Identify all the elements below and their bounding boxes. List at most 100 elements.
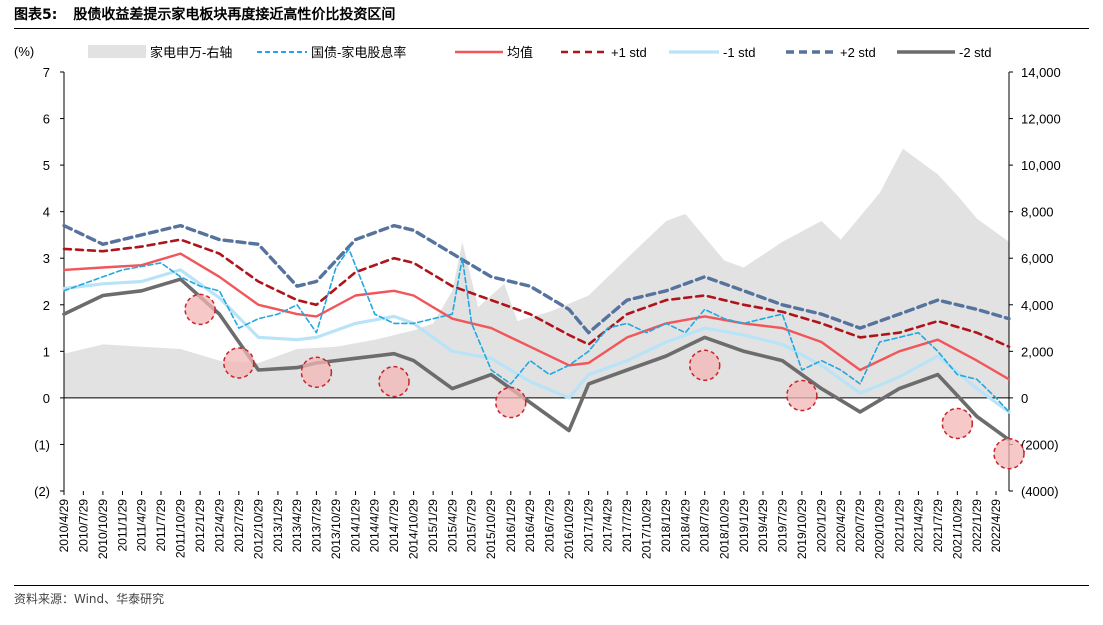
x-tick-label: 2022/4/29 — [989, 499, 1003, 553]
x-tick-label: 2013/4/29 — [290, 499, 304, 553]
x-tick-label: 2021/1/29 — [892, 499, 906, 553]
figure-title: 股债收益差提示家电板块再度接近高性价比投资区间 — [73, 7, 396, 23]
x-tick-label: 2016/7/29 — [542, 499, 556, 553]
left-tick-label: (1) — [34, 437, 50, 452]
right-tick-label: (2000) — [1021, 437, 1059, 452]
x-tick-label: 2020/10/29 — [873, 499, 887, 559]
left-tick-label: 2 — [43, 298, 50, 313]
left-tick-label: (2) — [34, 484, 50, 499]
circles-layer — [184, 293, 1025, 470]
x-tick-label: 2014/4/29 — [368, 499, 382, 553]
x-tick-label: 2011/7/29 — [154, 499, 168, 552]
legend-label: 均值 — [507, 45, 533, 60]
x-tick-label: 2015/7/29 — [465, 499, 479, 553]
x-tick-label: 2014/7/29 — [387, 499, 401, 553]
x-tick-label: 2015/10/29 — [484, 499, 498, 559]
x-tick-label: 2017/1/29 — [582, 499, 596, 553]
left-axis-title: (%) — [14, 44, 34, 59]
left-tick-label: 5 — [43, 158, 50, 173]
x-tick-label: 2017/10/29 — [640, 499, 654, 559]
series-line — [62, 252, 1011, 381]
x-tick-label: 2014/1/29 — [349, 499, 363, 553]
x-tick-label: 2021/7/29 — [931, 499, 945, 553]
x-tick-label: 2013/10/29 — [329, 499, 343, 559]
left-tick-label: 1 — [43, 344, 50, 359]
x-tick-label: 2016/1/29 — [504, 499, 518, 553]
top-rule — [14, 28, 1089, 29]
highlight-circle — [786, 379, 818, 412]
x-tick-label: 2013/7/29 — [309, 499, 323, 553]
right-tick-label: 8,000 — [1021, 205, 1054, 220]
left-tick-label: 4 — [43, 205, 50, 220]
x-tick-label: 2011/1/29 — [115, 499, 129, 552]
series-line — [62, 238, 1011, 348]
area-layer — [64, 148, 1009, 398]
x-tick-label: 2016/10/29 — [562, 499, 576, 559]
chart-title: 图表5: 股债收益差提示家电板块再度接近高性价比投资区间 — [14, 4, 395, 24]
legend-label: -1 std — [723, 45, 756, 60]
x-tick-label: 2019/10/29 — [795, 499, 809, 559]
highlight-circle — [300, 356, 333, 389]
right-tick-label: 6,000 — [1021, 251, 1054, 266]
x-tick-label: 2021/10/29 — [950, 499, 964, 559]
legend-label: 家电申万-右轴 — [150, 45, 232, 60]
x-tick-label: 2020/7/29 — [853, 499, 867, 553]
right-tick-label: 12,000 — [1021, 112, 1061, 127]
x-tick-label: 2012/1/29 — [193, 499, 207, 553]
right-tick-label: 14,000 — [1021, 65, 1061, 80]
legend-label: -2 std — [959, 45, 992, 60]
x-tick-label: 2017/4/29 — [601, 499, 615, 553]
legend-swatch — [88, 45, 146, 58]
series-line — [63, 248, 1010, 413]
highlight-circle — [495, 386, 527, 419]
x-tick-label: 2019/7/29 — [775, 499, 789, 553]
x-tick-label: 2012/4/29 — [212, 499, 226, 553]
legend-label: 国债-家电股息率 — [311, 45, 406, 60]
x-tick-label: 2020/1/29 — [814, 499, 828, 553]
right-tick-label: (4000) — [1021, 484, 1059, 499]
left-tick-label: 6 — [43, 112, 50, 127]
series-line — [62, 268, 1011, 414]
x-tick-label: 2019/4/29 — [756, 499, 770, 553]
x-tick-label: 2018/10/29 — [717, 499, 731, 559]
x-tick-label: 2010/4/29 — [57, 499, 71, 553]
right-tick-label: 10,000 — [1021, 158, 1061, 173]
left-tick-label: 0 — [43, 391, 50, 406]
highlight-circle — [223, 347, 255, 379]
right-tick-label: 4,000 — [1021, 298, 1054, 313]
lines-layer — [62, 223, 1011, 442]
highlight-circle — [378, 365, 410, 398]
right-tick-label: 2,000 — [1021, 344, 1054, 359]
x-tick-label: 2018/7/29 — [698, 499, 712, 553]
highlight-circle — [688, 349, 721, 382]
right-tick-label: 0 — [1021, 391, 1028, 406]
bottom-rule — [14, 585, 1089, 586]
x-tick-label: 2022/1/29 — [970, 499, 984, 553]
highlight-circle — [184, 293, 216, 326]
x-tick-label: 2019/1/29 — [737, 499, 751, 553]
left-tick-label: 3 — [43, 251, 50, 266]
x-tick-label: 2015/1/29 — [426, 499, 440, 553]
x-tick-label: 2018/4/29 — [678, 499, 692, 553]
x-tick-label: 2018/1/29 — [659, 499, 673, 553]
left-tick-label: 7 — [43, 65, 50, 80]
figure-label: 图表5: — [14, 7, 58, 23]
x-tick-label: 2015/4/29 — [445, 499, 459, 553]
x-tick-label: 2020/4/29 — [834, 499, 848, 553]
x-tick-label: 2010/7/29 — [76, 499, 90, 553]
x-tick-label: 2011/4/29 — [135, 499, 149, 552]
series-area-home-appliance-index — [64, 148, 1009, 398]
x-tick-label: 2021/4/29 — [911, 499, 925, 553]
legend-label: +2 std — [840, 45, 876, 60]
x-tick-label: 2012/7/29 — [232, 499, 246, 553]
highlight-circle — [941, 407, 974, 440]
x-tick-label: 2012/10/29 — [251, 499, 265, 559]
series-line — [62, 223, 1011, 335]
legend-label: +1 std — [611, 45, 647, 60]
x-tick-label: 2010/10/29 — [96, 499, 110, 559]
highlight-circle — [993, 438, 1025, 470]
legend: 家电申万-右轴 国债-家电股息率 均值 +1 std -1 std +2 std -2 st… — [88, 45, 992, 60]
x-tick-label: 2013/1/29 — [271, 499, 285, 553]
chart: (2) (1) 0 1 2 3 4 5 6 7 (%) (4000) (2000) 0 2,000 4,000… — [14, 44, 1061, 559]
x-tick-label: 2017/7/29 — [620, 499, 634, 553]
